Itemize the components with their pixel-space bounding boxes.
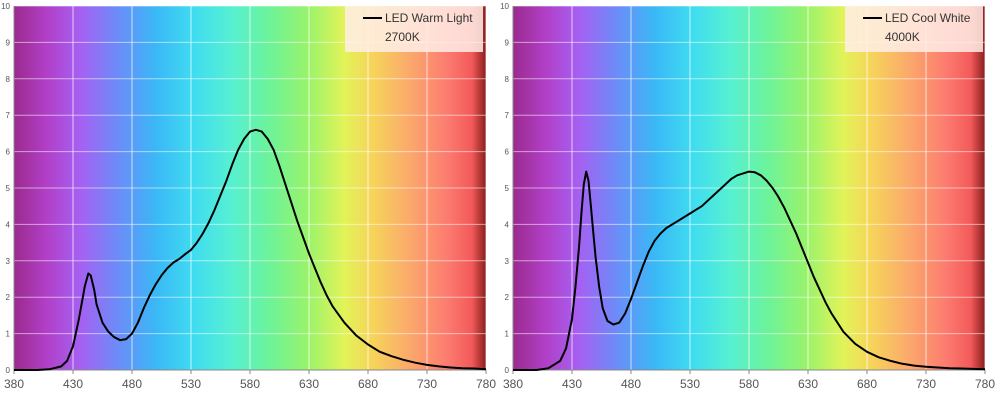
x-tick-label: 730: [417, 377, 437, 391]
y-tick-label: 4: [505, 220, 510, 229]
y-tick-label: 1: [6, 330, 11, 339]
x-tick-label: 630: [798, 377, 818, 391]
y-tick-label: 8: [505, 75, 510, 84]
y-tick-label: 6: [505, 148, 510, 157]
legend-label: 2700K: [385, 30, 420, 44]
y-tick-label: 7: [505, 111, 510, 120]
y-tick-label: 5: [6, 184, 11, 193]
y-tick-label: 2: [6, 293, 11, 302]
y-tick-label: 10: [500, 2, 509, 11]
legend-label: 4000K: [885, 30, 920, 44]
x-tick-label: 530: [181, 377, 201, 391]
x-tick-label: 480: [122, 377, 142, 391]
y-tick-label: 9: [6, 38, 11, 47]
y-tick-label: 10: [1, 2, 10, 11]
y-tick-label: 3: [505, 257, 510, 266]
x-tick-label: 430: [562, 377, 582, 391]
legend-box: [345, 6, 483, 52]
y-tick-label: 3: [6, 257, 11, 266]
y-tick-label: 2: [505, 293, 510, 302]
x-tick-label: 680: [857, 377, 877, 391]
x-tick-label: 630: [299, 377, 319, 391]
legend-label: LED Warm Light: [385, 11, 473, 25]
y-tick-label: 5: [505, 184, 510, 193]
y-tick-label: 7: [6, 111, 11, 120]
x-tick-label: 430: [63, 377, 83, 391]
y-tick-label: 0: [505, 366, 510, 375]
y-tick-label: 0: [6, 366, 11, 375]
legend-label: LED Cool White: [885, 11, 971, 25]
legend-box: [845, 6, 983, 52]
y-tick-label: 4: [6, 220, 11, 229]
x-tick-label: 530: [680, 377, 700, 391]
x-tick-label: 580: [739, 377, 759, 391]
x-tick-label: 580: [240, 377, 260, 391]
y-tick-label: 8: [6, 75, 11, 84]
x-tick-label: 730: [916, 377, 936, 391]
series-line-0: [513, 170, 986, 371]
x-tick-label: 480: [621, 377, 641, 391]
legend: LED Warm Light 2700K: [345, 6, 483, 52]
warm-light-chart: 380 430 480 530 580 630 680 730 780 0 1 2 3 4 5 6 7 8 9 10 L…: [1, 2, 496, 391]
x-tick-label: 680: [358, 377, 378, 391]
x-tick-label: 380: [503, 377, 523, 391]
cool-white-chart: 380 430 480 530 580 630 680 730 780 0 1 2 3 4 5 6 7 8 9 10 L…: [500, 2, 995, 391]
x-tick-label: 380: [4, 377, 24, 391]
x-tick-label: 780: [476, 377, 496, 391]
y-tick-label: 9: [505, 38, 510, 47]
legend: LED Cool White 4000K: [845, 6, 983, 52]
x-tick-label: 780: [975, 377, 995, 391]
series-line-0: [14, 128, 487, 371]
y-tick-label: 6: [6, 148, 11, 157]
y-tick-label: 1: [505, 330, 510, 339]
